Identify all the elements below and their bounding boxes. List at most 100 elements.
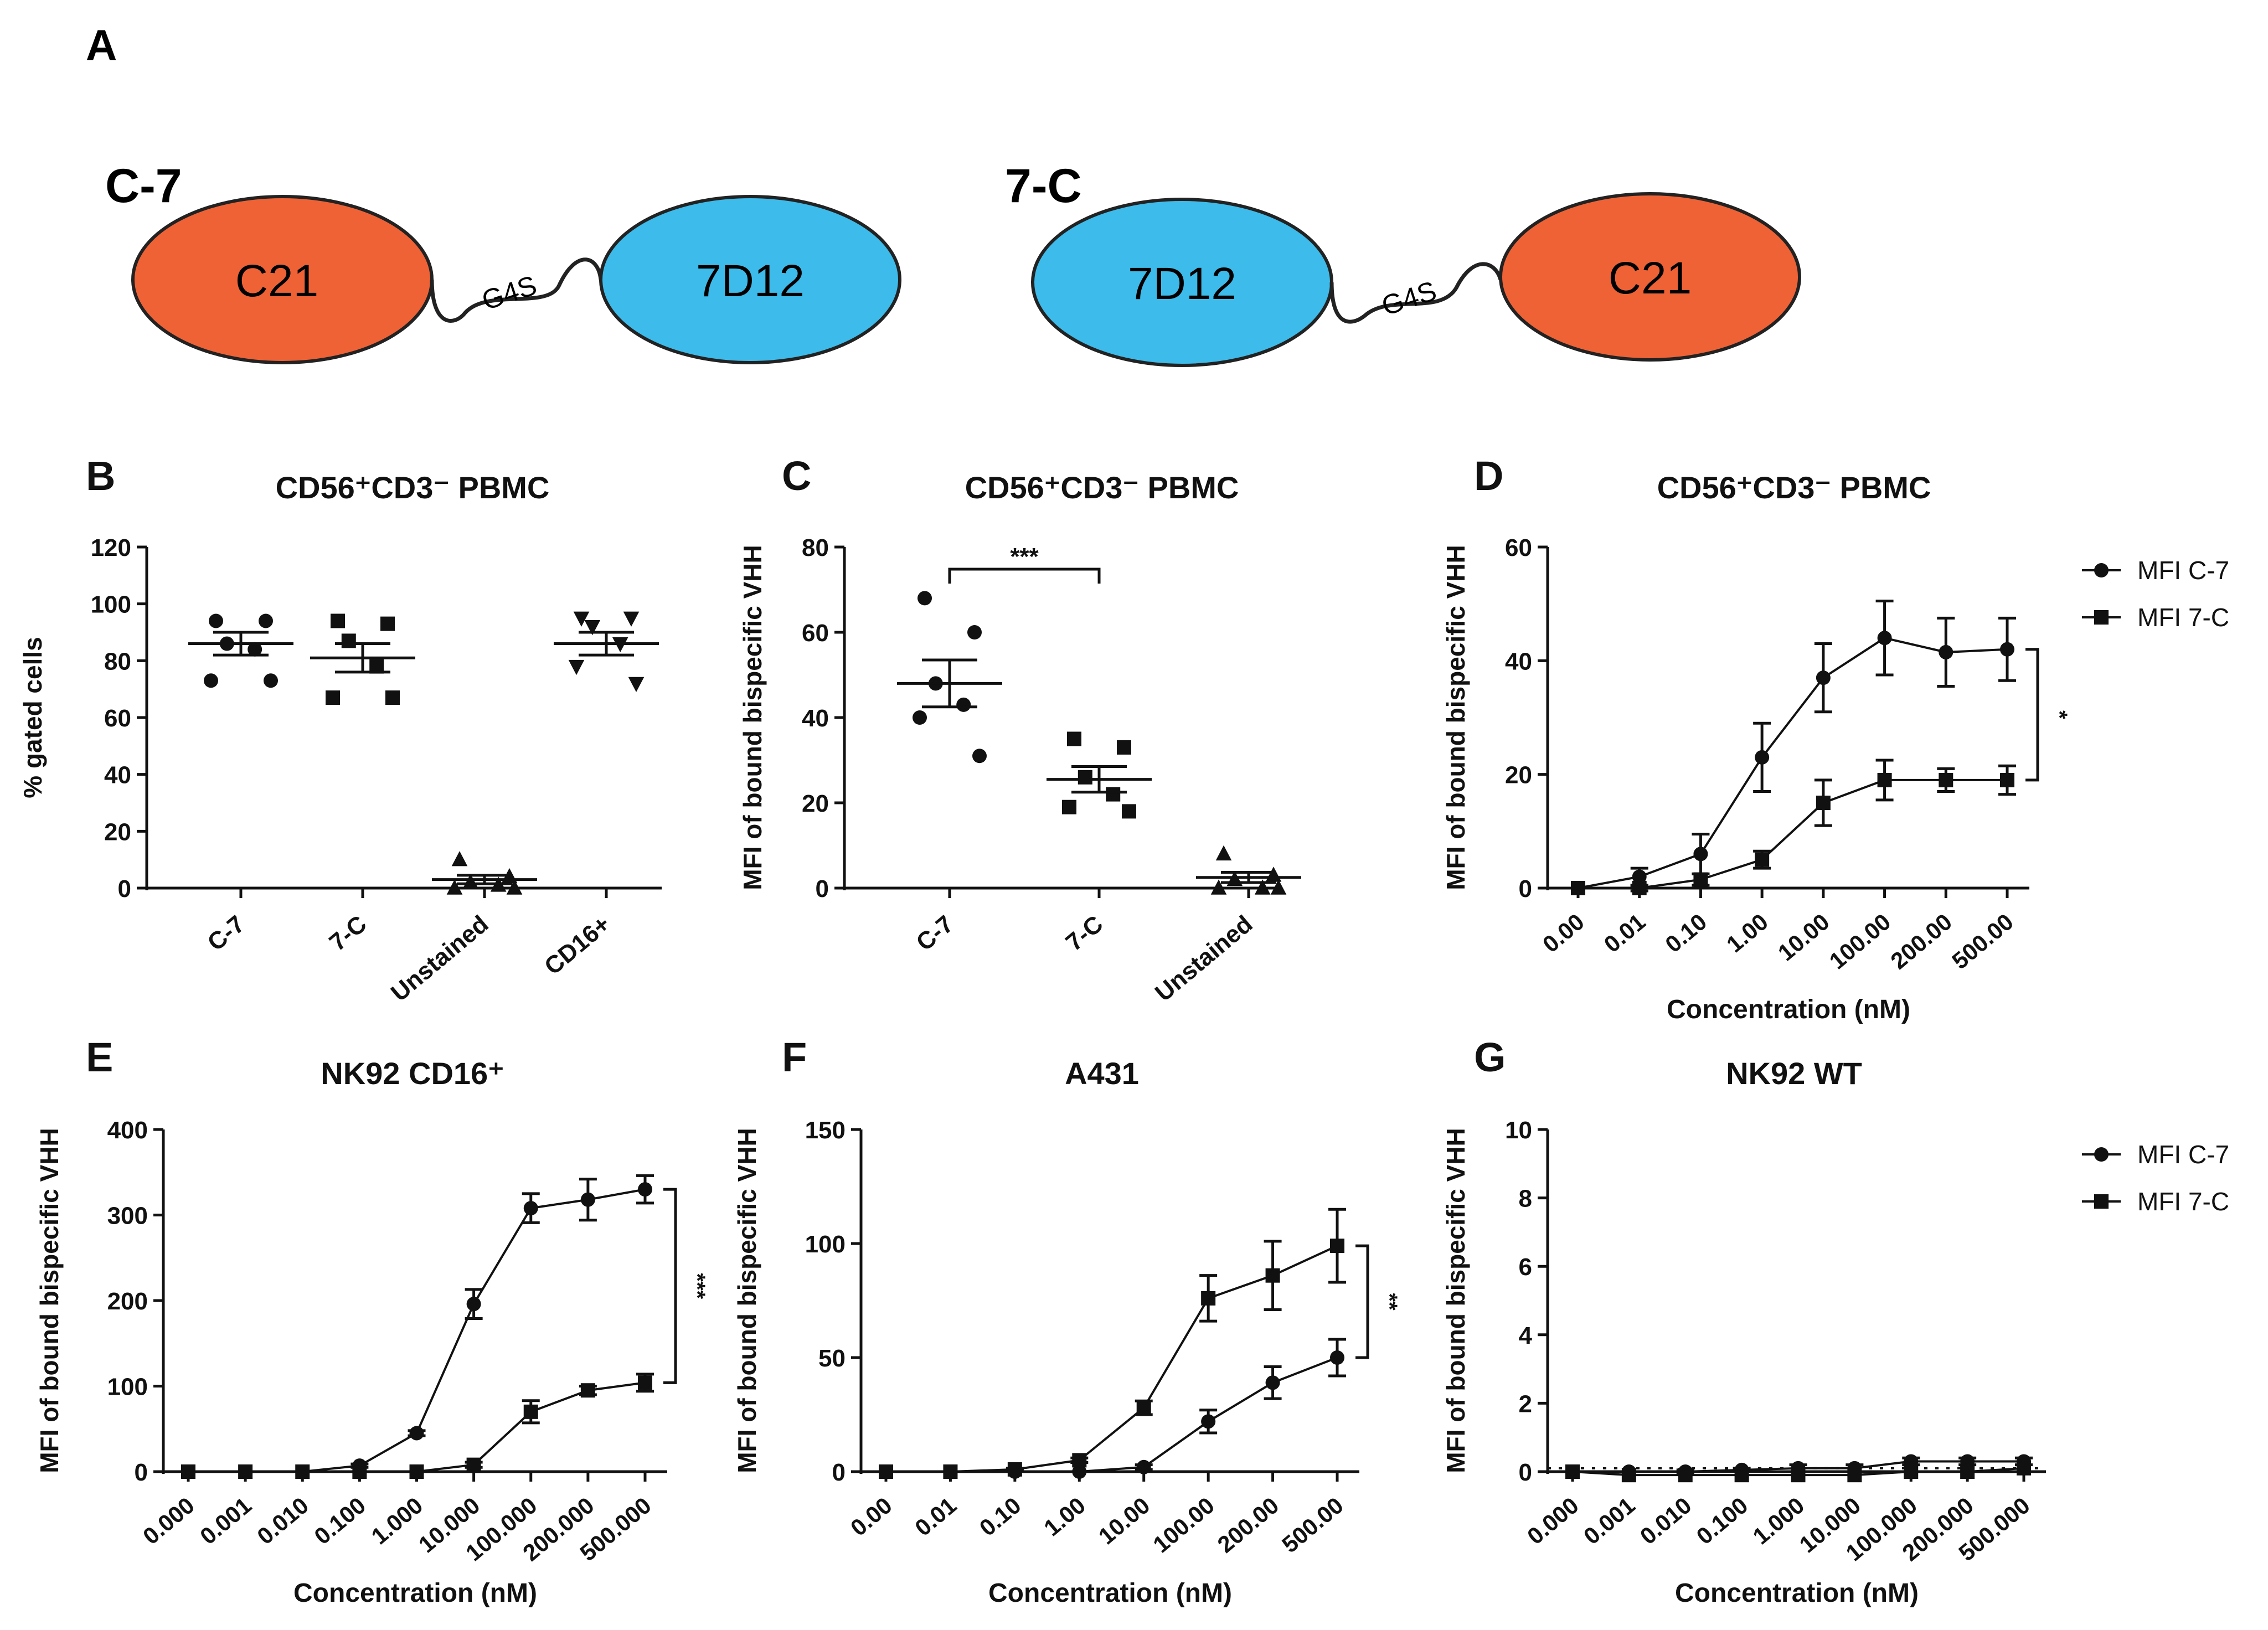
- data-point: [956, 697, 971, 712]
- y-axis-title: MFI of bound bispecific VHH: [35, 1128, 64, 1473]
- x-tick-label: 500.00: [1947, 909, 2018, 974]
- y-tick-label: 4: [1519, 1322, 1533, 1349]
- data-point: [1734, 1468, 1749, 1483]
- legend-label: MFI 7-C: [2137, 1187, 2229, 1216]
- data-point: [1621, 1468, 1636, 1483]
- data-point: [1117, 740, 1131, 755]
- panel-letter-g: G: [1474, 1034, 1506, 1080]
- x-tick-label: 0.001: [195, 1492, 256, 1550]
- data-point: [341, 633, 356, 648]
- x-tick-label: 7-C: [324, 910, 372, 956]
- data-point: [638, 1375, 652, 1390]
- data-point: [506, 879, 523, 895]
- data-point: [446, 879, 463, 895]
- data-point: [523, 1201, 538, 1216]
- legend-marker: [2094, 563, 2109, 577]
- legend-label: MFI C-7: [2137, 1140, 2229, 1169]
- x-tick-label: 0.100: [1692, 1492, 1753, 1550]
- y-tick-label: 100: [91, 591, 131, 618]
- x-tick-label: CD16+: [539, 910, 615, 980]
- y-tick-label: 0: [135, 1459, 148, 1486]
- data-point: [451, 851, 468, 866]
- panel-letter-e: E: [86, 1034, 113, 1080]
- y-tick-label: 300: [107, 1203, 148, 1230]
- data-point: [1877, 772, 1892, 787]
- 7c-first-domain-label: 7D12: [1128, 259, 1236, 309]
- data-point: [259, 613, 273, 628]
- data-point: [917, 591, 932, 606]
- x-axis-title: Concentration (nM): [988, 1579, 1232, 1608]
- x-tick-label: C-7: [911, 910, 959, 956]
- data-point: [967, 625, 982, 639]
- panel-b-scatter: B CD56⁺CD3⁻ PBMC 0 20 40 60 80 100 120 % gated ce…: [18, 453, 662, 1007]
- y-tick-label: 60: [802, 620, 829, 647]
- significance-bracket: [2025, 648, 2039, 782]
- legend-label: MFI 7-C: [2137, 603, 2229, 632]
- data-point: [209, 613, 223, 628]
- data-point: [2017, 1461, 2031, 1476]
- data-point: [1270, 879, 1287, 895]
- x-tick-label: Unstained: [386, 910, 493, 1007]
- y-tick-label: 120: [91, 534, 131, 561]
- data-point: [1571, 881, 1585, 895]
- c7-first-domain-label: C21: [235, 256, 318, 306]
- data-point: [352, 1464, 367, 1479]
- y-tick-label: 0: [118, 875, 131, 902]
- data-point: [879, 1464, 893, 1479]
- data-point: [1106, 787, 1121, 802]
- data-point: [638, 1182, 652, 1197]
- data-point: [1265, 866, 1282, 882]
- data-point: [2000, 642, 2014, 657]
- data-point: [331, 613, 345, 628]
- data-point: [1960, 1464, 1975, 1479]
- data-point: [1939, 644, 1953, 659]
- y-tick-label: 10: [1505, 1117, 1532, 1144]
- x-tick-label: 500.00: [1277, 1492, 1348, 1558]
- data-point: [1632, 881, 1647, 895]
- y-tick-label: 20: [802, 790, 829, 817]
- data-point: [573, 611, 590, 627]
- data-point: [1078, 770, 1092, 785]
- data-point: [326, 690, 340, 705]
- x-tick-label: 0.000: [138, 1492, 199, 1550]
- series-line: [886, 1356, 1338, 1473]
- data-point: [1565, 1464, 1580, 1479]
- data-point: [580, 1383, 595, 1398]
- data-point: [181, 1464, 195, 1479]
- y-tick-label: 40: [802, 705, 829, 732]
- x-axis-title: Concentration (nM): [1667, 995, 1910, 1024]
- data-point: [238, 1464, 253, 1479]
- chart-title: CD56⁺CD3⁻ PBMC: [1657, 470, 1931, 505]
- x-tick-label: 0.01: [1599, 909, 1651, 958]
- x-tick-label: 200.00: [1213, 1492, 1284, 1558]
- panel-letter-a: A: [86, 20, 117, 69]
- panel-f-line-chart: F A431 0 50 100 150 MFI of bound bispecific VH…: [733, 1034, 1401, 1608]
- x-tick-label: 7-C: [1061, 910, 1109, 956]
- c7-linker-label: G4S: [478, 270, 540, 316]
- data-point: [1072, 1464, 1087, 1479]
- x-axis-title: Concentration (nM): [1675, 1579, 1919, 1608]
- panel-letter-d: D: [1474, 453, 1503, 499]
- y-tick-label: 60: [104, 705, 131, 732]
- y-tick-label: 100: [107, 1374, 148, 1401]
- construct-7c-label: 7-C: [1005, 159, 1082, 213]
- y-tick-label: 8: [1519, 1185, 1532, 1213]
- significance-label: **: [1377, 1293, 1401, 1311]
- y-tick-label: 40: [1505, 648, 1532, 675]
- y-tick-label: 0: [816, 875, 829, 902]
- data-point: [1265, 1375, 1280, 1390]
- x-tick-label: 0.001: [1579, 1492, 1640, 1550]
- data-point: [1755, 852, 1770, 867]
- panel-letter-f: F: [782, 1034, 807, 1080]
- y-axis-title: % gated cells: [18, 637, 47, 798]
- data-point: [1678, 1468, 1693, 1483]
- chart-title: CD56⁺CD3⁻ PBMC: [965, 470, 1239, 505]
- data-point: [628, 677, 645, 692]
- data-point: [1122, 804, 1136, 819]
- y-tick-label: 60: [1505, 534, 1532, 561]
- data-point: [2000, 772, 2014, 787]
- data-point: [972, 749, 987, 764]
- data-point: [1072, 1453, 1087, 1468]
- y-tick-label: 0: [832, 1459, 846, 1486]
- x-tick-label: Unstained: [1150, 910, 1257, 1007]
